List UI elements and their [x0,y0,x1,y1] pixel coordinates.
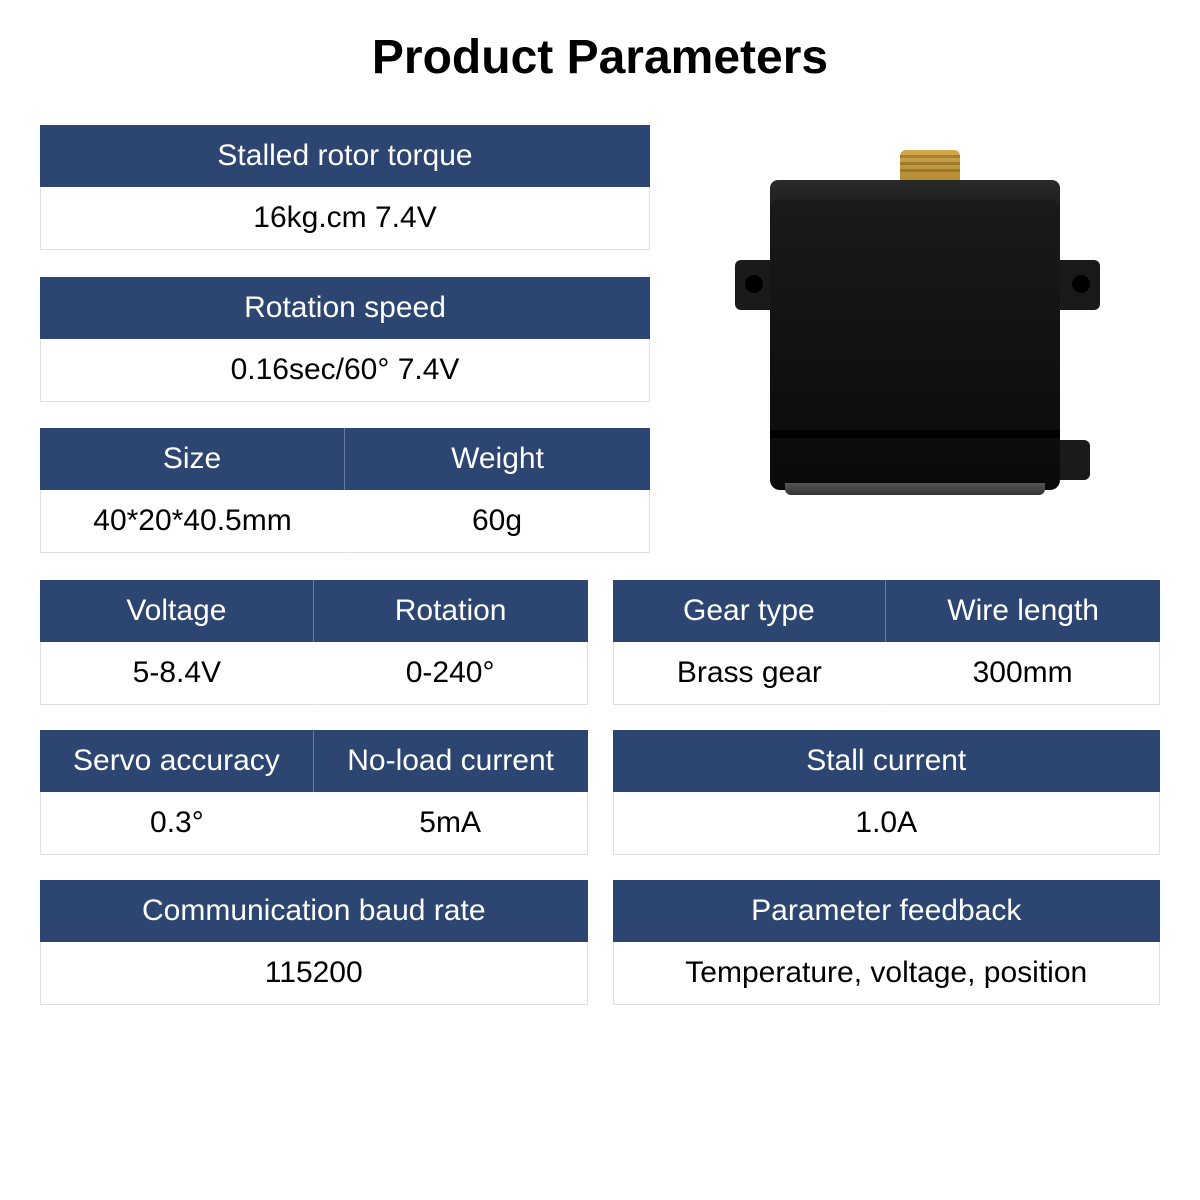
param-speed: Rotation speed 0.16sec/60° 7.4V [40,277,650,404]
param-header: Stall current [613,730,1161,792]
param-value: 5mA [314,792,588,855]
parameters-grid: Stalled rotor torque 16kg.cm 7.4V Rotati… [40,125,1160,1005]
param-value: 0.3° [40,792,314,855]
param-voltage-rotation: Voltage 5-8.4V Rotation 0-240° [40,580,588,705]
param-header: No-load current [314,730,588,792]
param-value: 0-240° [314,642,588,705]
param-value: Temperature, voltage, position [613,942,1161,1005]
param-baud-rate: Communication baud rate 115200 [40,880,588,1005]
param-value: 0.16sec/60° 7.4V [40,339,650,402]
param-value: Brass gear [613,642,887,705]
param-header: Rotation speed [40,277,650,339]
servo-motor-icon [710,140,1130,540]
param-gear-wire: Gear type Brass gear Wire length 300mm [613,580,1161,705]
param-header: Parameter feedback [613,880,1161,942]
param-header: Rotation [314,580,588,642]
param-value: 115200 [40,942,588,1005]
param-size-weight: Size 40*20*40.5mm Weight 60g [40,428,650,555]
param-header: Gear type [613,580,887,642]
page-title: Product Parameters [40,30,1160,85]
param-header: Stalled rotor torque [40,125,650,187]
param-header: Wire length [886,580,1160,642]
param-value: 5-8.4V [40,642,314,705]
param-value: 60g [345,490,650,553]
param-accuracy-noload: Servo accuracy 0.3° No-load current 5mA [40,730,588,855]
param-header: Weight [345,428,650,490]
param-value: 300mm [886,642,1160,705]
param-header: Communication baud rate [40,880,588,942]
param-value: 40*20*40.5mm [40,490,345,553]
param-header: Servo accuracy [40,730,314,792]
param-header: Size [40,428,345,490]
param-stall-current: Stall current 1.0A [613,730,1161,855]
param-value: 16kg.cm 7.4V [40,187,650,250]
product-image [680,125,1160,555]
param-feedback: Parameter feedback Temperature, voltage,… [613,880,1161,1005]
param-header: Voltage [40,580,314,642]
param-value: 1.0A [613,792,1161,855]
param-torque: Stalled rotor torque 16kg.cm 7.4V [40,125,650,252]
